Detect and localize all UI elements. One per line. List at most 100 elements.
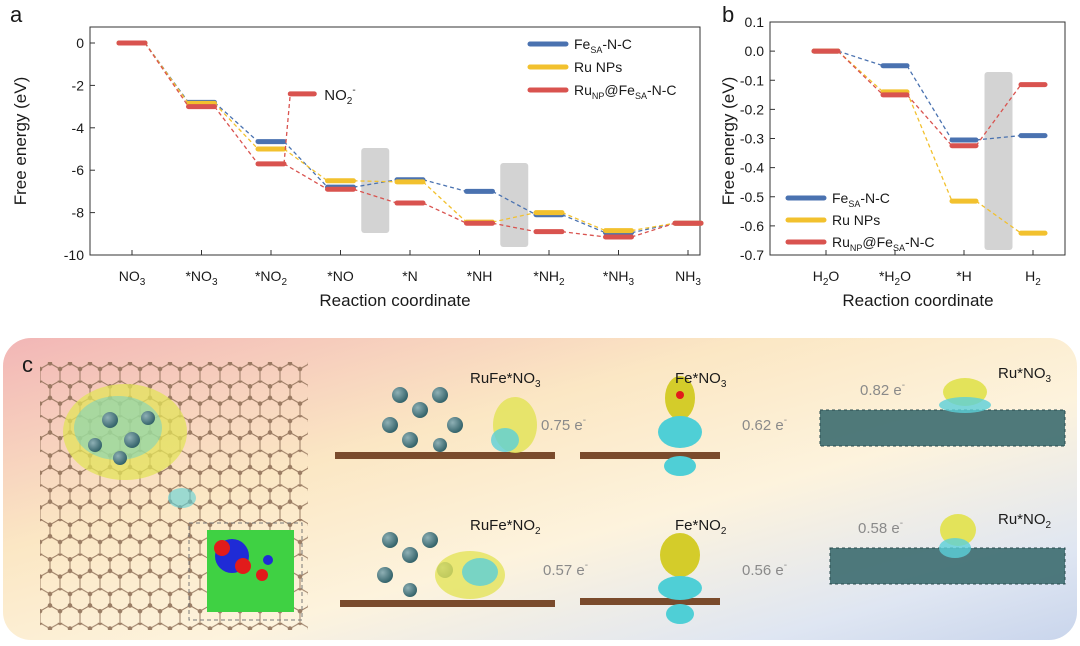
chart-a-xlabel: Reaction coordinate bbox=[319, 291, 470, 310]
connector bbox=[422, 202, 467, 224]
graphene-sheet-image bbox=[40, 362, 308, 630]
chart-a-ylabel: Free energy (eV) bbox=[11, 77, 30, 206]
ru-no2-structure-image bbox=[829, 514, 1066, 585]
connector bbox=[422, 179, 467, 193]
connector bbox=[561, 231, 606, 238]
chart-a: 0 -2 -4 -6 -8 -10 NO3 *NO3 *NO2 *NO *N *NH *NH2 *NH3… bbox=[11, 26, 704, 310]
chart-a-legend: FeSA-N-C Ru NPs RuNP@FeSA-N-C bbox=[527, 36, 677, 101]
connector bbox=[213, 106, 259, 165]
y-tick-label: 0.1 bbox=[745, 14, 765, 30]
nitrite-annotation-sub: 2 bbox=[347, 96, 353, 107]
connector bbox=[975, 134, 1022, 141]
connector bbox=[492, 190, 537, 216]
connector bbox=[214, 102, 259, 150]
connector bbox=[492, 211, 537, 223]
connector bbox=[492, 222, 537, 233]
rufe-no3-structure-image bbox=[335, 387, 555, 459]
legend-label: Ru NPs bbox=[574, 59, 622, 75]
chart-b-legend: FeSA-N-C Ru NPs RuNP@FeSA-N-C bbox=[785, 190, 935, 253]
legend-label: RuNP@FeSA-N-C bbox=[832, 234, 935, 253]
connector bbox=[214, 101, 259, 143]
chart-b-xlabel: Reaction coordinate bbox=[842, 291, 993, 310]
y-tick-label: -2 bbox=[72, 77, 85, 93]
connector bbox=[422, 181, 467, 223]
y-tick-label: -0.5 bbox=[740, 189, 764, 205]
y-tick-label: -0.1 bbox=[740, 72, 764, 88]
fe-no3-charge: 0.62 e- bbox=[742, 415, 787, 434]
connector bbox=[283, 141, 328, 188]
x-tick-label: H2 bbox=[1025, 268, 1041, 288]
y-tick-label: 0 bbox=[76, 35, 84, 51]
chart-a-frame bbox=[89, 26, 701, 256]
shaded-region-0 bbox=[361, 148, 390, 233]
shaded-region-1 bbox=[500, 163, 529, 247]
connector bbox=[975, 84, 1022, 147]
x-tick-label: *N bbox=[402, 268, 418, 284]
x-tick-label: H2O bbox=[813, 268, 840, 288]
y-tick-label: -0.3 bbox=[740, 131, 764, 147]
connector bbox=[906, 91, 953, 202]
panel-c-label: c bbox=[22, 352, 33, 377]
rufe-no3-charge: 0.75 e- bbox=[541, 415, 586, 434]
connector bbox=[631, 222, 676, 238]
x-tick-label: *H bbox=[956, 268, 972, 284]
legend-label: RuNP@FeSA-N-C bbox=[574, 82, 677, 101]
x-tick-label: *NO2 bbox=[255, 268, 287, 288]
ru-no2-label: Ru*NO2 bbox=[998, 511, 1052, 531]
x-tick-label: *NO3 bbox=[185, 268, 217, 288]
y-tick-label: -6 bbox=[72, 162, 85, 178]
x-tick-label: *H2O bbox=[879, 268, 911, 288]
y-tick-label: -0.4 bbox=[740, 160, 764, 176]
x-tick-label: *NH bbox=[467, 268, 493, 284]
connector bbox=[561, 211, 606, 232]
x-tick-label: *NO bbox=[327, 268, 354, 284]
panel-c: c bbox=[3, 338, 1077, 640]
legend-label: FeSA-N-C bbox=[574, 36, 632, 55]
connector bbox=[561, 214, 606, 234]
x-tick-label: *NH2 bbox=[533, 268, 565, 288]
y-tick-label: -0.6 bbox=[740, 218, 764, 234]
rufe-no2-label: RuFe*NO2 bbox=[470, 517, 541, 537]
connector bbox=[906, 94, 953, 147]
connector bbox=[353, 179, 398, 188]
fe-no2-structure-image bbox=[580, 533, 720, 624]
series-2 bbox=[116, 40, 704, 240]
y-tick-label: -0.7 bbox=[740, 247, 764, 263]
x-tick-label: NH3 bbox=[675, 268, 701, 288]
nitrite-annotation-sup: - bbox=[352, 85, 355, 96]
shaded-region-0 bbox=[984, 72, 1013, 250]
nitrite-annotation: NO2- bbox=[324, 85, 355, 107]
connector bbox=[144, 42, 190, 107]
connector bbox=[837, 50, 884, 67]
connector bbox=[283, 163, 328, 190]
connector bbox=[353, 180, 398, 183]
rufe-no2-charge: 0.57 e- bbox=[543, 560, 588, 579]
chart-b: 0.1 0.0 -0.1 -0.2 -0.3 -0.4 -0.5 -0.6 -0.7 H2O *H… bbox=[719, 14, 1066, 310]
legend-label: FeSA-N-C bbox=[832, 190, 890, 209]
ru-no3-charge: 0.82 e- bbox=[860, 380, 905, 399]
x-tick-label: *NH3 bbox=[603, 268, 635, 288]
nitrite-annotation-base: NO bbox=[324, 87, 347, 104]
connector bbox=[837, 50, 884, 96]
fe-no2-label: Fe*NO2 bbox=[675, 517, 727, 537]
connector bbox=[283, 148, 328, 182]
ru-no3-label: Ru*NO3 bbox=[998, 365, 1052, 385]
ru-no3-structure-image bbox=[819, 378, 1066, 447]
connector bbox=[906, 65, 953, 141]
y-tick-label: -4 bbox=[72, 120, 85, 136]
y-tick-label: -8 bbox=[72, 205, 85, 221]
connector bbox=[353, 188, 398, 204]
fe-no2-charge: 0.56 e- bbox=[742, 560, 787, 579]
nitrite-connector bbox=[283, 93, 291, 164]
connector bbox=[975, 200, 1022, 234]
rufe-no3-label: RuFe*NO3 bbox=[470, 370, 541, 390]
connector bbox=[144, 42, 190, 104]
y-tick-label: -0.2 bbox=[740, 101, 764, 117]
connector bbox=[631, 222, 676, 232]
legend-label: Ru NPs bbox=[832, 212, 880, 228]
panel-b-label: b bbox=[722, 2, 734, 27]
rufe-no2-structure-image bbox=[340, 532, 555, 607]
x-tick-label: NO3 bbox=[119, 268, 146, 288]
fe-no3-structure-image bbox=[580, 376, 720, 476]
